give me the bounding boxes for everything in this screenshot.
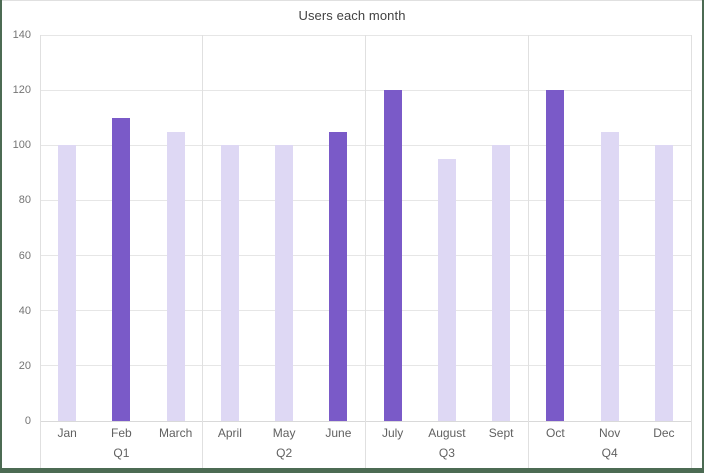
y-tick-label-20: 20 [18, 359, 31, 372]
x-tick-label-dec: Dec [653, 426, 675, 440]
x-tick-label-april: April [217, 426, 242, 440]
bar-oct[interactable] [546, 90, 565, 421]
bar-jan[interactable] [58, 145, 77, 421]
plot-right-line [690, 35, 692, 468]
x-tick-label-nov: Nov [598, 426, 621, 440]
frame-border-right [702, 0, 704, 473]
bar-may[interactable] [275, 145, 294, 421]
quarter-divider-line [365, 35, 366, 468]
x-tick-label-may: May [272, 426, 296, 440]
bar-july[interactable] [383, 90, 402, 421]
bar-dec[interactable] [654, 145, 673, 421]
x-tick-label-june: June [325, 426, 352, 440]
group-label-q3: Q3 [438, 446, 455, 460]
group-label-q1: Q1 [113, 446, 130, 460]
bar-sept[interactable] [492, 145, 511, 421]
x-tick-label-feb: Feb [111, 426, 132, 440]
y-tick-label-100: 100 [12, 139, 31, 152]
x-tick-label-oct: Oct [546, 426, 565, 440]
plot-left-line [39, 35, 41, 468]
x-tick-label-march: March [158, 426, 193, 440]
chart-title: Users each month [298, 8, 406, 23]
y-tick-label-120: 120 [12, 84, 31, 97]
quarter-divider-line [202, 35, 204, 468]
frame-border-left [0, 0, 2, 473]
x-tick-label-august: August [428, 426, 466, 440]
bar-nov[interactable] [600, 131, 619, 421]
group-label-q2: Q2 [276, 446, 293, 460]
frame-border-bottom [0, 468, 704, 473]
x-tick-label-jan: Jan [57, 426, 77, 440]
y-tick-label-40: 40 [18, 304, 31, 317]
y-tick-label-80: 80 [18, 194, 31, 207]
x-tick-label-july: July [381, 426, 404, 440]
quarter-divider-line [527, 35, 529, 468]
bar-april[interactable] [220, 145, 239, 421]
y-tick-label-0: 0 [24, 415, 31, 427]
y-tick-label-60: 60 [18, 249, 31, 262]
x-tick-label-sept: Sept [488, 426, 514, 440]
bar-august[interactable] [437, 159, 456, 421]
y-tick-label-140: 140 [12, 29, 31, 41]
group-label-q4: Q4 [601, 446, 618, 460]
bar-feb[interactable] [112, 117, 131, 421]
frame-border-top [0, 0, 704, 1]
bar-june[interactable] [329, 131, 348, 421]
bar-march[interactable] [166, 131, 185, 421]
